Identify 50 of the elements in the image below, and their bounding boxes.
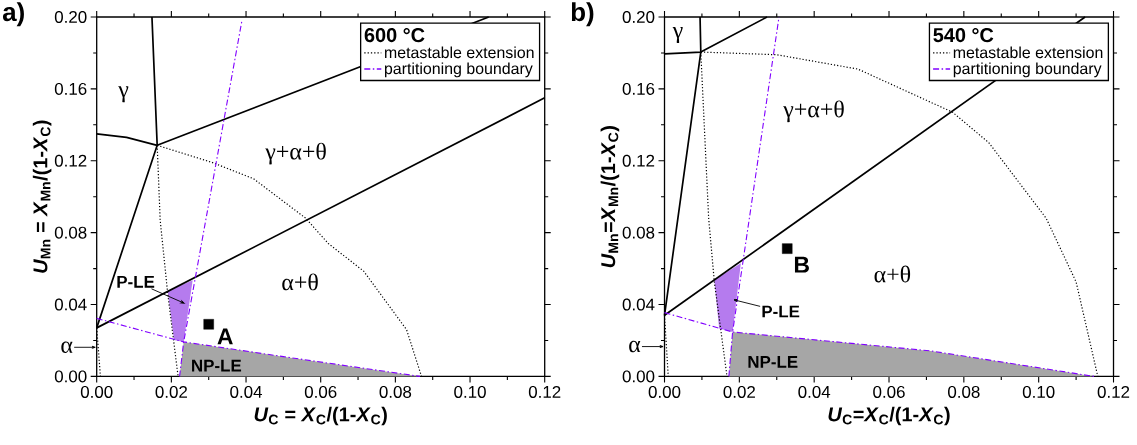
annotation: NP-LE: [192, 359, 242, 372]
legend-title: 600 °C: [364, 28, 425, 43]
legend-label: metastable extension: [385, 46, 534, 59]
annotation: α+θ: [282, 273, 318, 291]
x-tick-label: 0.04: [230, 385, 263, 398]
series-label: A: [217, 328, 233, 345]
y-tick-label: 0.20: [54, 11, 87, 23]
annotation: P-LE: [762, 305, 800, 318]
x-tick-label: 0.10: [454, 385, 486, 398]
annotation: γ: [672, 26, 683, 43]
y-tick-label: 0.20: [622, 11, 655, 23]
annotation: α: [61, 341, 73, 354]
annotation: α+θ: [874, 265, 911, 283]
x-tick-label: 0.06: [873, 385, 905, 398]
x-tick-label: 0.12: [528, 385, 561, 398]
legend-label: metastable extension: [953, 46, 1103, 59]
series-label: B: [794, 256, 809, 273]
annotation: α: [629, 340, 641, 353]
legend-label: partitioning boundary: [384, 62, 533, 78]
y-tick-label: 0.00: [54, 370, 87, 383]
y-tick-label: 0.16: [622, 82, 655, 95]
x-tick-label: 0.04: [798, 385, 831, 398]
x-tick-label: 0.08: [379, 385, 412, 398]
y-tick-label: 0.12: [622, 154, 655, 167]
x-tick-label: 0.02: [155, 385, 187, 398]
x-tick-label: 0.00: [80, 385, 113, 398]
x-tick-label: 0.00: [648, 385, 681, 398]
y-tick-label: 0.16: [54, 82, 87, 95]
y-tick-label: 0.04: [622, 298, 655, 311]
y-tick-label: 0.04: [54, 298, 87, 311]
x-tick-label: 0.06: [304, 385, 337, 398]
annotation: γ: [118, 86, 129, 103]
y-tick-label: 0.00: [622, 370, 655, 383]
annotation: P-LE: [117, 275, 155, 288]
text: U$_{C}$=X$_{C}$/(1-X$_{C}$): [828, 406, 950, 426]
x-tick-label: 0.02: [723, 385, 755, 398]
y-tick-label: 0.08: [622, 226, 655, 239]
x-tick-label: 0.10: [1022, 385, 1055, 398]
annotation: γ+α+θ: [265, 142, 326, 165]
legend-label: partitioning boundary: [953, 62, 1102, 78]
text: U$_{C}$ = X$_{C}$/(1-X$_{C}$): [254, 406, 387, 426]
x-tick-label: 0.08: [948, 385, 980, 398]
chart-title: b): [571, 2, 594, 27]
chart-title: a): [2, 2, 24, 27]
annotation: γ+α+θ: [783, 100, 844, 123]
annotation: NP-LE: [748, 356, 798, 368]
y-tick-label: 0.08: [54, 226, 87, 239]
legend-title: 540 °C: [933, 28, 994, 43]
x-tick-label: 0.12: [1097, 385, 1130, 398]
y-tick-label: 0.12: [54, 154, 87, 167]
